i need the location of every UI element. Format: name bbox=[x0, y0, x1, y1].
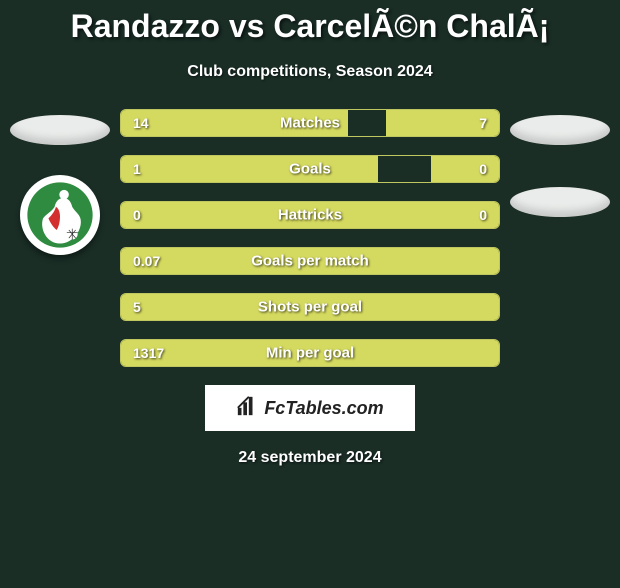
stat-label: Shots per goal bbox=[258, 299, 362, 316]
player1-name-badge bbox=[10, 115, 110, 145]
left-player-column bbox=[0, 109, 120, 255]
stat-value-left: 14 bbox=[133, 115, 149, 131]
stat-value-right: 7 bbox=[479, 115, 487, 131]
stat-row: Hattricks 0 0 bbox=[120, 201, 500, 229]
stat-fill-right bbox=[431, 156, 499, 182]
date-text: 24 september 2024 bbox=[0, 449, 620, 467]
stat-value-left: 0 bbox=[133, 207, 141, 223]
stat-value-right: 0 bbox=[479, 161, 487, 177]
page-title: Randazzo vs CarcelÃ©n ChalÃ¡ bbox=[0, 8, 620, 45]
stat-gap bbox=[378, 156, 431, 182]
right-player-column bbox=[500, 109, 620, 217]
stat-row: Shots per goal 5 bbox=[120, 293, 500, 321]
fctables-branding: FcTables.com bbox=[205, 385, 415, 431]
stat-row: Min per goal 1317 bbox=[120, 339, 500, 367]
football-player-icon bbox=[26, 181, 94, 249]
stat-value-left: 0.07 bbox=[133, 253, 160, 269]
page-subtitle: Club competitions, Season 2024 bbox=[0, 63, 620, 81]
stat-gap bbox=[348, 110, 386, 136]
stat-label: Hattricks bbox=[278, 207, 342, 224]
stat-fill-left bbox=[121, 156, 378, 182]
stat-row: Matches 14 7 bbox=[120, 109, 500, 137]
player1-club-badge bbox=[20, 175, 100, 255]
chart-bars-icon bbox=[236, 395, 258, 422]
comparison-area: Matches 14 7 Goals 1 0 Hattricks 0 0 Goals per ma… bbox=[0, 109, 620, 367]
fctables-text: FcTables.com bbox=[264, 398, 383, 419]
stat-row: Goals 1 0 bbox=[120, 155, 500, 183]
player2-club-badge bbox=[510, 187, 610, 217]
stat-value-left: 1 bbox=[133, 161, 141, 177]
stats-bars: Matches 14 7 Goals 1 0 Hattricks 0 0 Goals per ma… bbox=[120, 109, 500, 367]
player2-name-badge bbox=[510, 115, 610, 145]
stat-value-right: 0 bbox=[479, 207, 487, 223]
stat-row: Goals per match 0.07 bbox=[120, 247, 500, 275]
stat-value-left: 1317 bbox=[133, 345, 164, 361]
stat-label: Min per goal bbox=[266, 345, 354, 362]
stat-label: Goals bbox=[289, 161, 331, 178]
stat-label: Matches bbox=[280, 115, 340, 132]
stat-label: Goals per match bbox=[251, 253, 369, 270]
stat-value-left: 5 bbox=[133, 299, 141, 315]
